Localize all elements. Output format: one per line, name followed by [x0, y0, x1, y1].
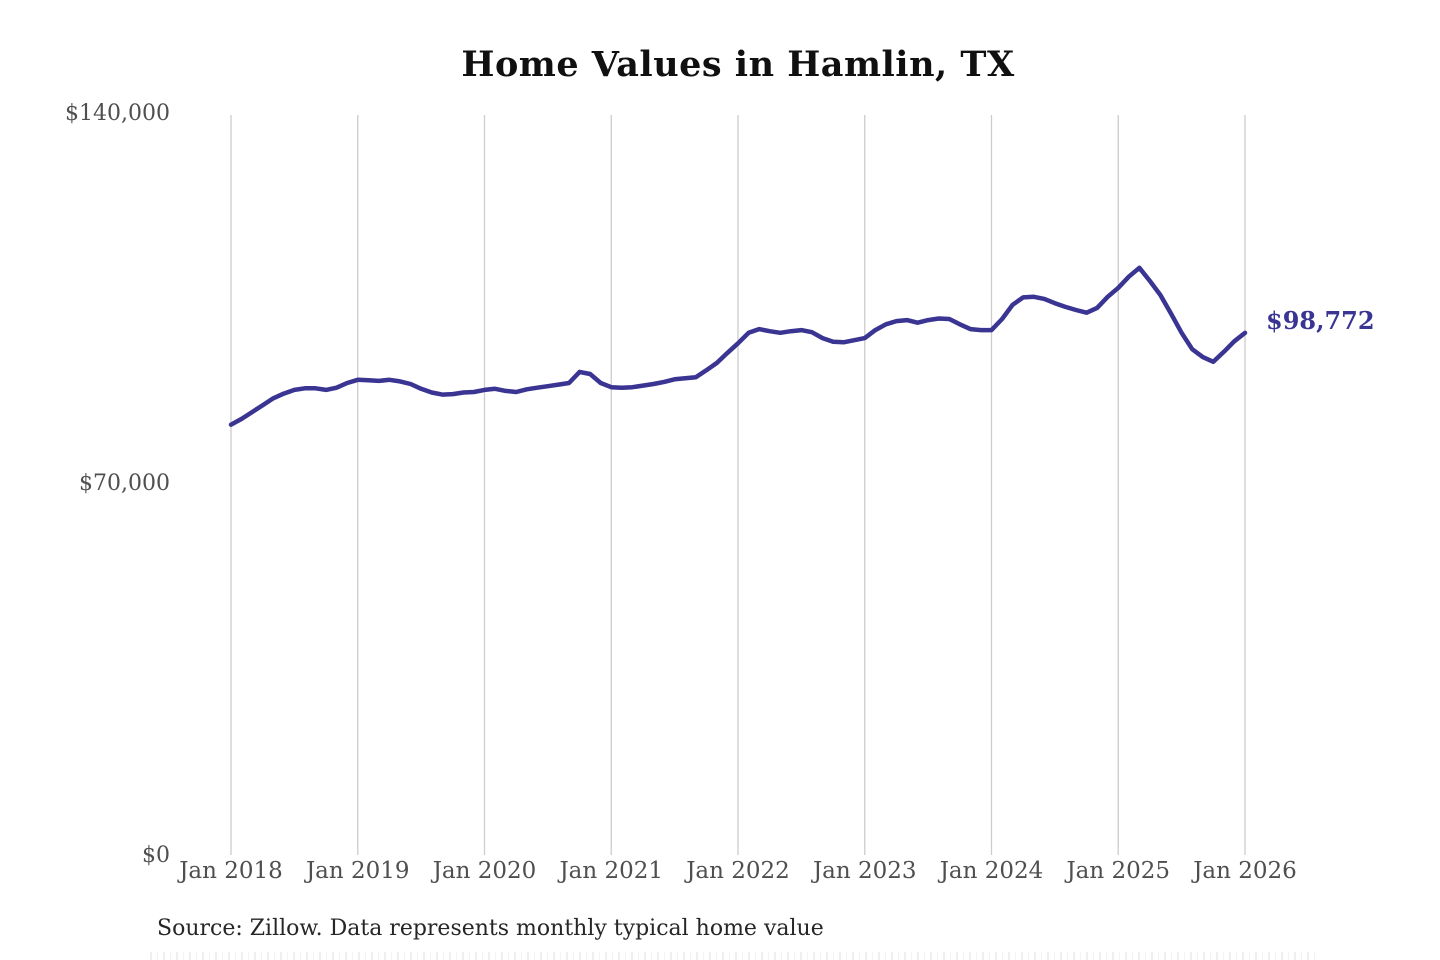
- y-axis-tick-label: $70,000: [79, 471, 170, 496]
- current-value-label: $98,772: [1266, 306, 1375, 335]
- x-tick-label: Jan 2025: [1066, 858, 1171, 884]
- chart-title: Home Values in Hamlin, TX: [461, 44, 1015, 85]
- x-tick-label: Jan 2023: [812, 858, 917, 884]
- home-value-series-line: [228, 265, 1248, 427]
- x-tick-label: Jan 2018: [179, 858, 283, 884]
- x-tick-label: Jan 2020: [432, 858, 537, 884]
- x-tick-label: Jan 2022: [686, 858, 790, 884]
- y-axis-tick-label: $140,000: [65, 101, 170, 126]
- x-tick-label: Jan 2024: [939, 858, 1044, 884]
- x-tick-label: Jan 2019: [305, 858, 410, 884]
- x-tick-label: Jan 2021: [559, 858, 664, 884]
- clipped-caption-artifact: [150, 952, 1320, 960]
- source-note: Source: Zillow. Data represents monthly …: [157, 916, 824, 941]
- y-axis-tick-label: $0: [142, 843, 170, 868]
- x-tick-label: Jan 2026: [1193, 858, 1297, 884]
